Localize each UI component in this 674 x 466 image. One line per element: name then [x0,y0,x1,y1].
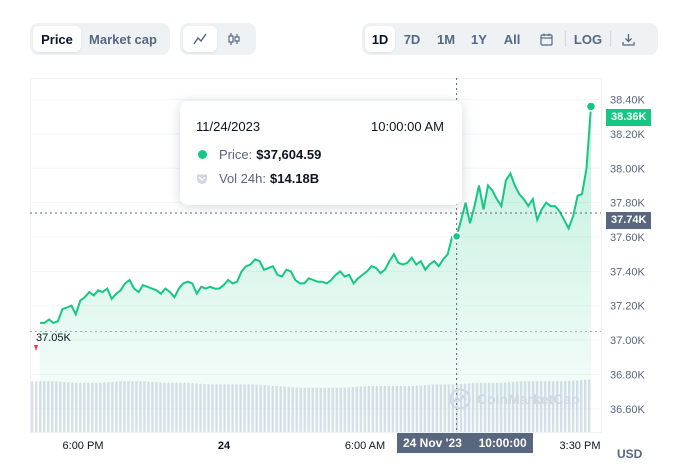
coinmarketcap-logo-icon [449,388,471,410]
candlestick-icon [228,33,240,45]
time-range-toggle: 1D 7D 1M 1Y All LOG [362,23,658,55]
download-icon [621,33,635,46]
price-marketcap-toggle: Price Market cap [30,23,170,55]
tooltip-price-value: $37,604.59 [256,147,322,162]
volume-shield-icon [197,174,207,184]
price-dot-icon [198,150,207,159]
watermark: CoinMarketCap [449,388,580,410]
tooltip-time: 10:00:00 AM [371,119,444,134]
tooltip-volume-label: Vol 24h: [219,171,266,186]
tab-market-cap[interactable]: Market cap [89,31,157,47]
y-tick-label: 37.80K [610,198,646,210]
x-tick-label: 6:00 AM [345,440,385,452]
line-chart-button[interactable] [183,26,217,52]
low-value-label: 37.05K [36,332,71,344]
tooltip-volume-row: Vol 24h: $14.18B [196,171,319,186]
range-1d[interactable]: 1D [365,26,395,52]
x-tick-label: 6:00 PM [63,440,104,452]
cursor-date: 24 Nov '23 [403,436,462,450]
range-7d[interactable]: 7D [403,31,421,47]
y-tick-label: 36.80K [610,369,646,381]
y-tick-label: 38.20K [610,129,646,141]
volume-bar [35,381,38,432]
toolbar-divider [565,31,566,47]
tooltip-date: 11/24/2023 [196,119,261,134]
plot-frame [30,78,602,433]
y-tick-label: 37.40K [610,266,646,278]
price-line [40,106,592,325]
tooltip-volume-value: $14.18B [270,171,320,186]
price-area [40,106,591,432]
y-tick-label: 36.60K [610,404,646,416]
current-price-tag: 38.36K [606,109,652,126]
price-tooltip: 11/24/2023 10:00:00 AM Price: $37,604.59… [180,101,462,205]
range-1y[interactable]: 1Y [471,31,487,47]
chart-type-toggle [180,23,256,55]
range-all[interactable]: All [503,31,521,47]
range-1m[interactable]: 1M [436,31,456,47]
y-tick-label: 37.00K [610,335,646,347]
cursor-price-tag: 37.74K [606,212,652,229]
cursor-date-tag: 24 Nov '23 10:00:00 [397,433,533,453]
watermark-text: CoinMarketCap [477,391,580,407]
y-tick-label: 38.40K [610,95,646,107]
calendar-button[interactable] [529,26,563,52]
calendar-icon [539,33,553,46]
latest-point [585,101,597,112]
x-tick-label: 3:30 PM [560,440,601,452]
currency-label: USD [617,447,643,461]
cursor-point [451,231,462,242]
line-chart-icon [193,33,207,45]
tooltip-price-row: Price: $37,604.59 [196,147,321,162]
log-scale-button[interactable]: LOG [573,31,603,47]
y-tick-label: 38.00K [610,163,646,175]
tooltip-price-label: Price: [219,147,253,162]
volume-bar [31,381,34,432]
download-button[interactable] [613,26,643,52]
cursor-time: 10:00:00 [478,436,527,450]
y-tick-label: 37.60K [610,232,646,244]
y-tick-label: 37.20K [610,301,646,313]
tab-price[interactable]: Price [33,26,81,52]
x-tick-label: 24 [218,440,231,452]
candlestick-button[interactable] [217,26,251,52]
toolbar-divider [610,31,611,47]
low-marker-icon [34,345,38,351]
